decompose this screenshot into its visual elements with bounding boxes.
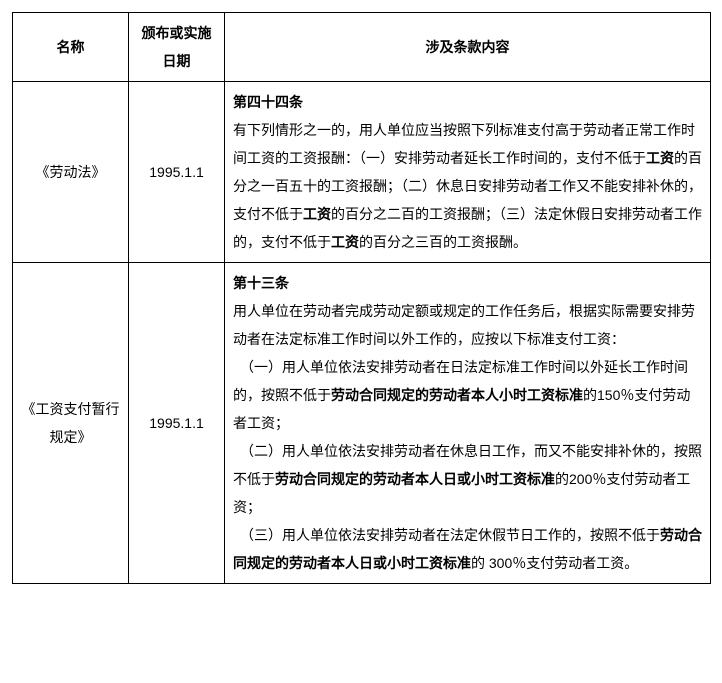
cell-name: 《工资支付暂行规定》 (13, 263, 129, 584)
table-header-row: 名称 颁布或实施日期 涉及条款内容 (13, 13, 711, 82)
col-header-content: 涉及条款内容 (225, 13, 711, 82)
cell-content: 第四十四条 有下列情形之一的，用人单位应当按照下列标准支付高于劳动者正常工作时间… (225, 82, 711, 263)
article-body: 有下列情形之一的，用人单位应当按照下列标准支付高于劳动者正常工作时间工资的工资报… (233, 122, 702, 250)
article-title: 第十三条 (233, 269, 702, 297)
cell-date: 1995.1.1 (129, 263, 225, 584)
regulations-table: 名称 颁布或实施日期 涉及条款内容 《劳动法》 1995.1.1 第四十四条 有… (12, 12, 711, 584)
cell-name: 《劳动法》 (13, 82, 129, 263)
article-title: 第四十四条 (233, 88, 702, 116)
col-header-name: 名称 (13, 13, 129, 82)
col-header-date: 颁布或实施日期 (129, 13, 225, 82)
article-body: 用人单位在劳动者完成劳动定额或规定的工作任务后，根据实际需要安排劳动者在法定标准… (233, 303, 702, 571)
table-row: 《劳动法》 1995.1.1 第四十四条 有下列情形之一的，用人单位应当按照下列… (13, 82, 711, 263)
cell-date: 1995.1.1 (129, 82, 225, 263)
cell-content: 第十三条 用人单位在劳动者完成劳动定额或规定的工作任务后，根据实际需要安排劳动者… (225, 263, 711, 584)
table-row: 《工资支付暂行规定》 1995.1.1 第十三条 用人单位在劳动者完成劳动定额或… (13, 263, 711, 584)
